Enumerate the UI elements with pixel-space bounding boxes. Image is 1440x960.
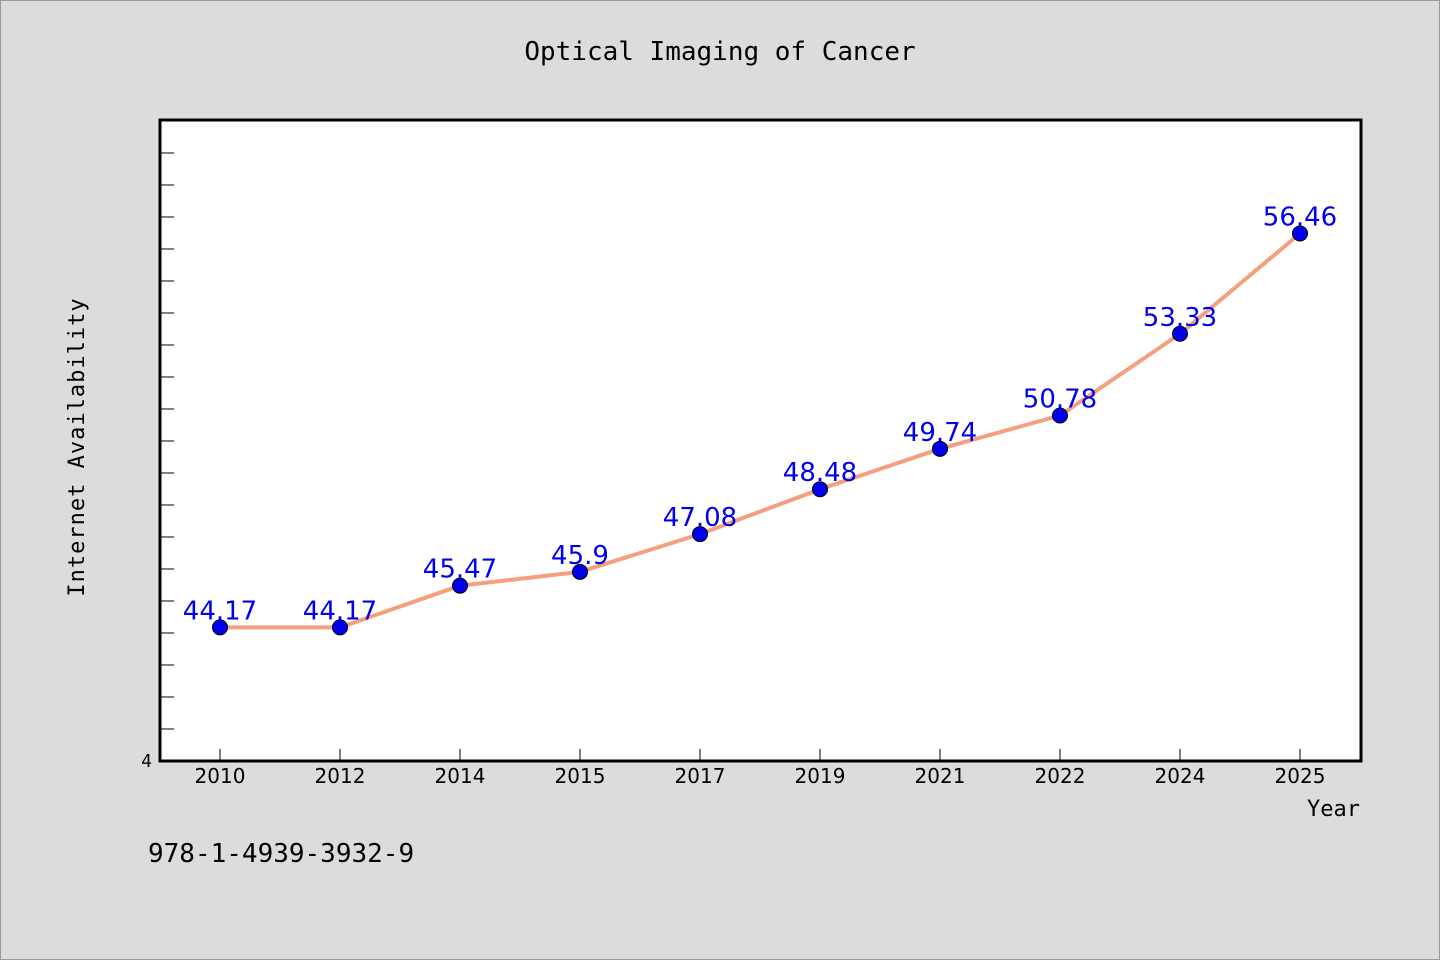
data-point [1292,225,1308,242]
x-tick-label: 2021 [915,764,966,788]
x-tick-label: 2019 [795,764,846,788]
series-line [218,231,1302,630]
chart-title: Optical Imaging of Cancer [524,37,915,67]
data-label: 56.46 [1263,202,1337,232]
plot-area [158,118,1363,763]
data-label: 44.17 [183,596,257,626]
data-point [692,526,708,543]
x-tick-label: 2015 [555,764,606,788]
y-tick-label: 4 [141,751,152,772]
x-tick-label: 2010 [195,764,246,788]
x-tick-label: 2024 [1155,764,1206,788]
x-axis-label: Year [1307,797,1360,822]
data-label: 47.08 [663,503,737,533]
data-label: 45.9 [551,541,609,571]
footer-isbn-text: 978-1-4939-3932-9 [148,839,414,869]
y-axis-ticks [160,152,174,730]
data-point [1052,407,1068,424]
data-point [572,563,588,580]
data-label: 45.47 [423,555,497,585]
data-label: 50.78 [1023,385,1097,415]
x-axis-ticks: 2010 2012 2014 2015 2017 2019 2021 2022 2024 2025 [195,749,1326,788]
data-point [812,481,828,498]
data-label: 44.17 [303,596,377,626]
data-point [212,619,228,636]
data-point [932,440,948,457]
data-point [332,619,348,636]
y-axis-label: Internet Availability [65,297,90,596]
series-layer: 44.17 44.17 45.47 45.9 47.08 48.48 49.74 50.78 5… [183,202,1337,636]
x-tick-label: 2025 [1275,764,1326,788]
data-label: 48.48 [783,458,857,488]
data-point [1172,325,1188,342]
data-label: 49.74 [903,418,977,448]
x-tick-label: 2017 [675,764,726,788]
x-tick-label: 2014 [435,764,486,788]
x-tick-label: 2022 [1035,764,1086,788]
data-point [452,577,468,594]
x-tick-label: 2012 [315,764,366,788]
data-label: 53.33 [1143,303,1217,333]
